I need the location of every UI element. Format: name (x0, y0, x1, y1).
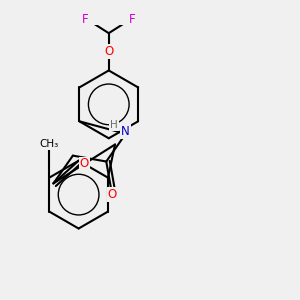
Text: O: O (107, 188, 117, 201)
Text: F: F (129, 13, 135, 26)
Text: O: O (80, 158, 89, 170)
Text: O: O (104, 45, 113, 58)
Text: H: H (110, 120, 118, 130)
Text: CH₃: CH₃ (40, 139, 59, 149)
Text: F: F (82, 13, 89, 26)
Text: N: N (121, 124, 130, 138)
